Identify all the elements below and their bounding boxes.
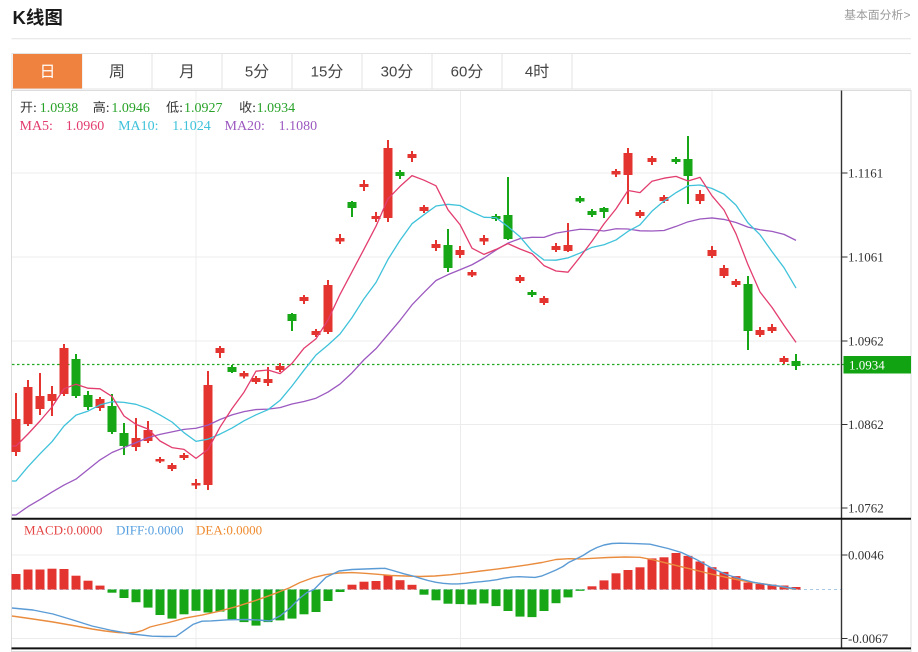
svg-text:-0.0067: -0.0067 (848, 631, 889, 646)
svg-text:1.0934: 1.0934 (257, 101, 296, 116)
svg-text:>: > (904, 8, 911, 22)
svg-text:MA5:: MA5: (20, 119, 53, 134)
svg-text:1.1080: 1.1080 (279, 119, 318, 134)
svg-text::: : (252, 101, 256, 116)
svg-text:30: 30 (381, 64, 398, 81)
svg-text:1.0960: 1.0960 (66, 119, 105, 134)
svg-text:1.1061: 1.1061 (848, 250, 884, 265)
svg-text:15: 15 (311, 64, 328, 81)
svg-text:1.0946: 1.0946 (111, 101, 149, 116)
svg-text:K: K (13, 7, 27, 28)
svg-text:1.0934: 1.0934 (849, 358, 885, 373)
svg-text:1.0862: 1.0862 (848, 417, 884, 432)
svg-text:MA10:: MA10: (118, 119, 158, 134)
svg-text:1.0938: 1.0938 (40, 101, 78, 116)
svg-text:1.1024: 1.1024 (172, 119, 211, 134)
svg-text:60: 60 (451, 64, 468, 81)
svg-text:1.1161: 1.1161 (848, 166, 883, 181)
svg-text:DIFF:0.0000: DIFF:0.0000 (116, 523, 184, 538)
svg-text::: : (33, 101, 37, 116)
svg-text:DEA:0.0000: DEA:0.0000 (196, 523, 262, 538)
svg-text:MACD:0.0000: MACD:0.0000 (24, 523, 102, 538)
svg-text:1.0927: 1.0927 (184, 101, 223, 116)
svg-text:1.0762: 1.0762 (848, 501, 884, 516)
svg-text:0.0046: 0.0046 (848, 548, 884, 563)
svg-text:5: 5 (245, 64, 253, 81)
svg-text::: : (106, 101, 110, 116)
svg-text:1.0962: 1.0962 (848, 334, 884, 349)
svg-text::: : (179, 101, 183, 116)
svg-text:4: 4 (525, 64, 533, 81)
svg-text:MA20:: MA20: (225, 119, 265, 134)
